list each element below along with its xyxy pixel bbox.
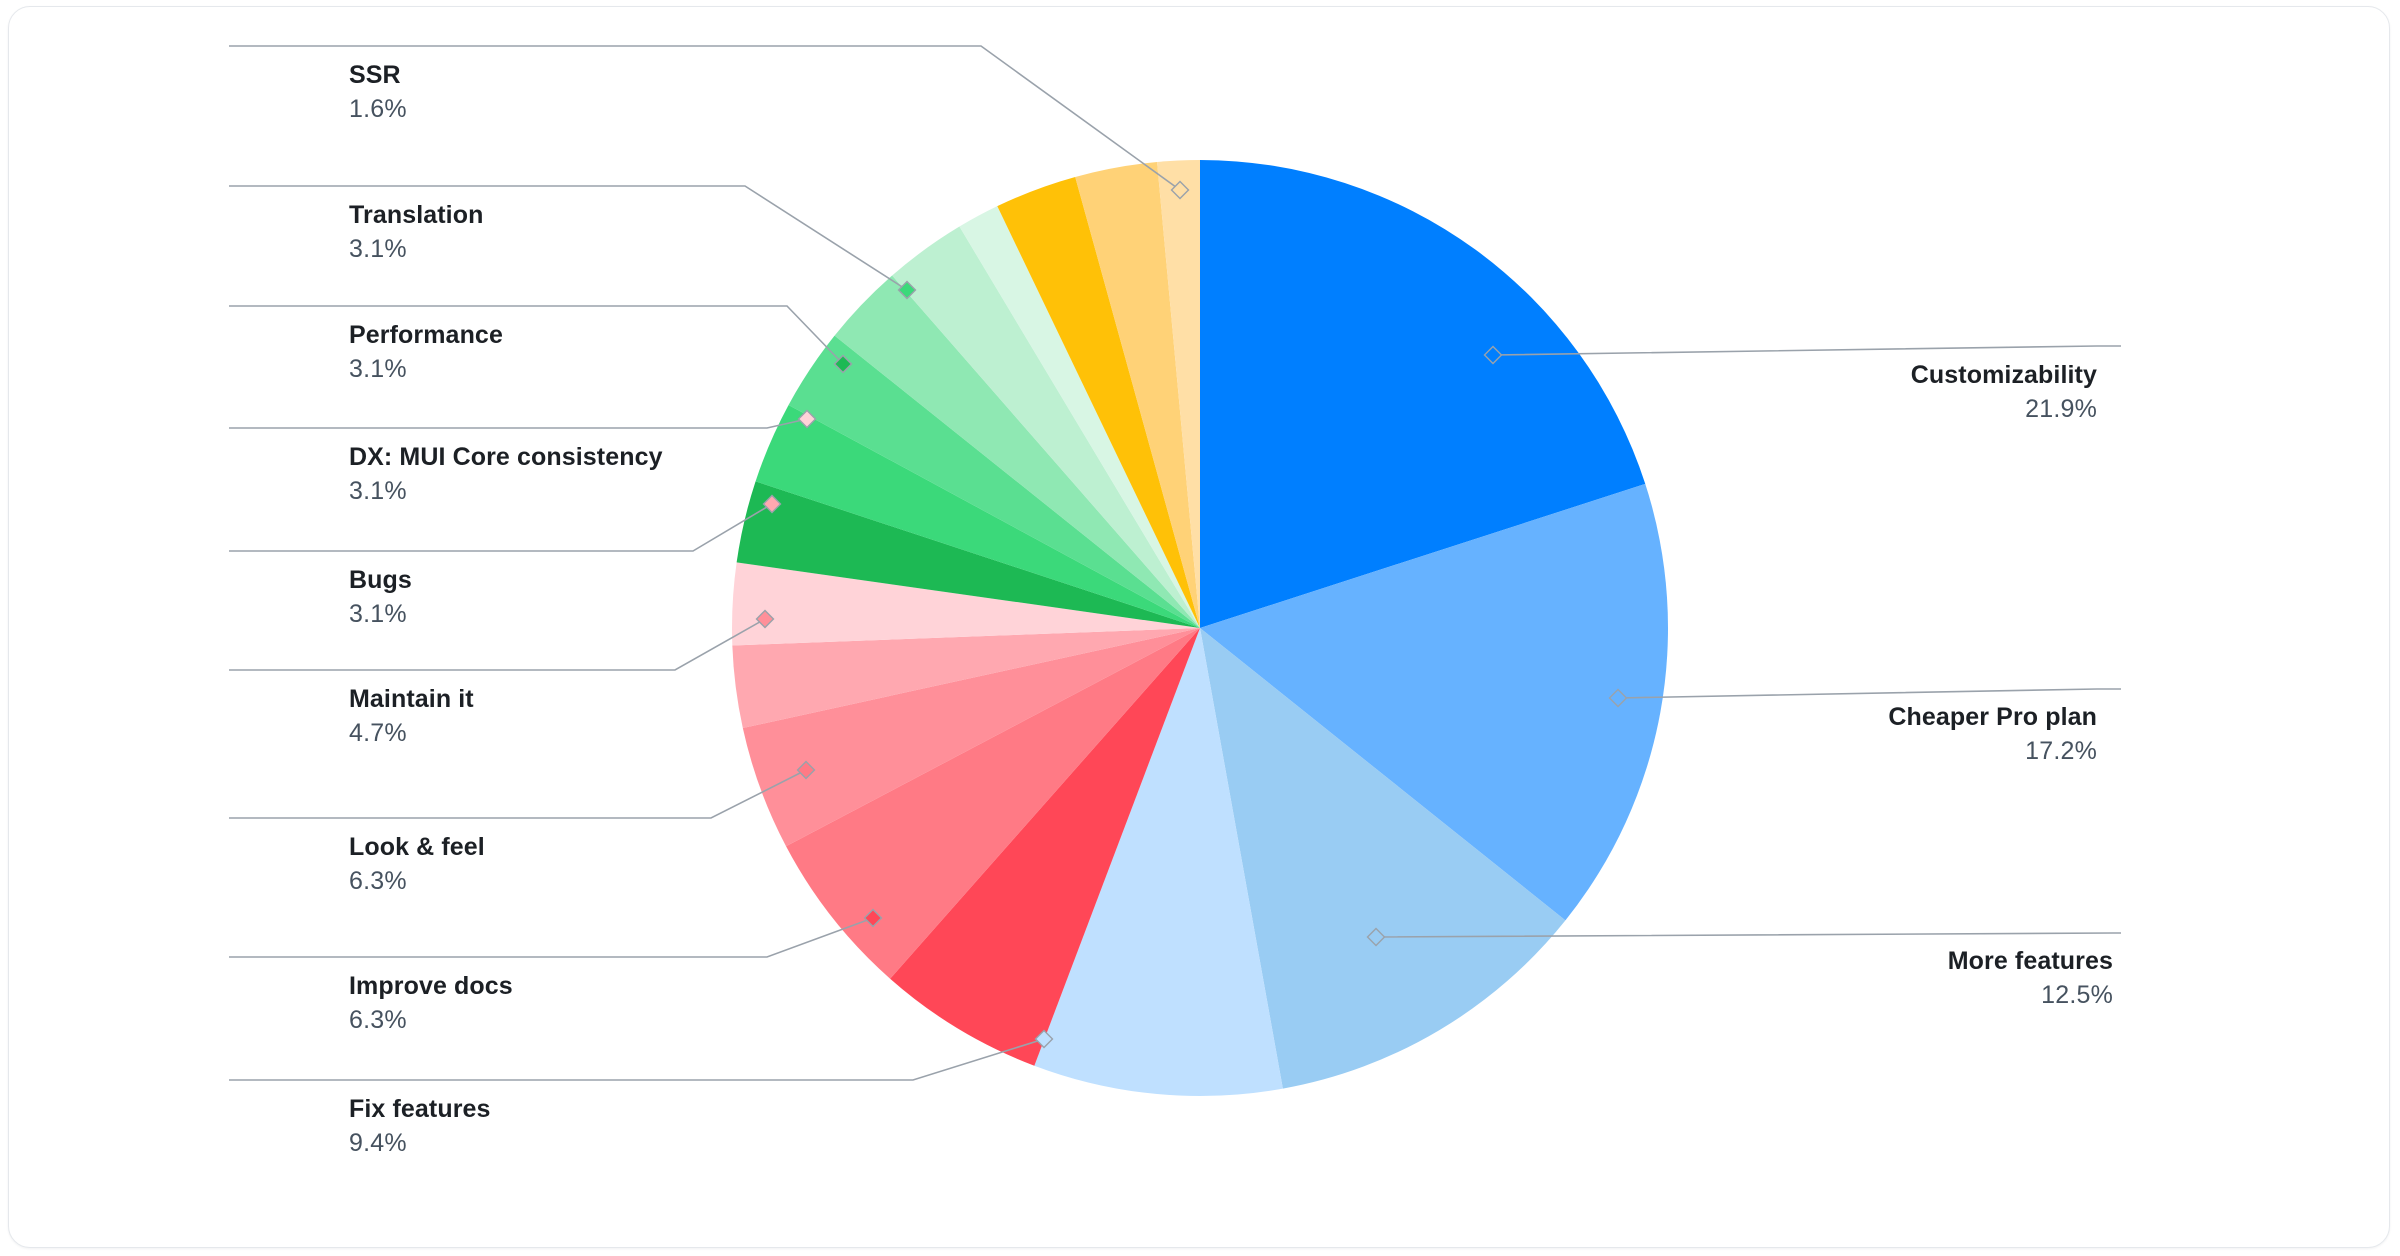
leader-line: [229, 503, 773, 552]
pie-slice[interactable]: [788, 335, 1200, 628]
pie-slice[interactable]: [736, 481, 1200, 628]
leader-marker: [1483, 345, 1503, 365]
leader-line: [1617, 688, 2121, 699]
leader-marker: [755, 609, 775, 629]
pie-slice[interactable]: [786, 628, 1200, 979]
pie-label-percent: 6.3%: [349, 1006, 407, 1034]
chart-card: Customizability 21.9% Cheaper Pro plan 17.2…: [8, 6, 2390, 1248]
leader-line: [229, 185, 908, 291]
pie-label-percent: 3.1%: [349, 235, 407, 263]
pie-label[interactable]: Performance 3.1%: [349, 319, 503, 389]
pie-label[interactable]: Translation 3.1%: [349, 199, 483, 269]
pie-slice[interactable]: [1200, 628, 1566, 1089]
pie-label-name: Customizability: [1910, 361, 2097, 389]
pie-slice[interactable]: [1200, 483, 1669, 921]
leader-line: [229, 769, 807, 819]
pie-label-percent: 4.7%: [349, 719, 407, 747]
leader-line: [229, 45, 1181, 191]
pie-label[interactable]: Customizability 21.9%: [9, 359, 2097, 429]
pie-slice[interactable]: [1075, 161, 1200, 628]
leader-line: [229, 1038, 1045, 1081]
leader-line: [229, 917, 874, 958]
pie-label-name: SSR: [349, 61, 401, 89]
pie-label[interactable]: More features 12.5%: [9, 945, 2113, 1015]
leader-marker: [797, 409, 817, 429]
pie-slice[interactable]: [959, 206, 1200, 628]
leader-marker: [1608, 688, 1628, 708]
pie-slice[interactable]: [892, 226, 1200, 628]
pie-label-percent: 3.1%: [349, 355, 407, 383]
pie-label-percent: 3.1%: [349, 600, 407, 628]
leader-line: [1492, 345, 2121, 356]
pie-label[interactable]: Look & feel 6.3%: [349, 831, 485, 901]
pie-slice[interactable]: [997, 176, 1200, 628]
leader-marker: [897, 280, 917, 300]
leader-marker: [796, 760, 816, 780]
pie-label[interactable]: Fix features 9.4%: [349, 1093, 491, 1163]
pie-label-name: Performance: [349, 321, 503, 349]
pie-label[interactable]: Bugs 3.1%: [349, 564, 412, 634]
leader-marker: [1366, 927, 1386, 947]
pie-slice[interactable]: [1157, 160, 1200, 628]
pie-chart-svg: [229, 45, 2121, 1096]
pie-label-percent: 9.4%: [349, 1129, 407, 1157]
pie-slice[interactable]: [834, 275, 1200, 628]
leader-line: [229, 418, 808, 429]
pie-label-percent: 6.3%: [349, 867, 407, 895]
pie-slice[interactable]: [732, 628, 1200, 729]
leader-marker: [762, 494, 782, 514]
pie-slice[interactable]: [1200, 160, 1646, 628]
pie-label[interactable]: SSR 1.6%: [349, 59, 407, 129]
pie-label-percent: 1.6%: [349, 95, 407, 123]
pie-slice[interactable]: [1034, 628, 1283, 1096]
pie-label-name: Bugs: [349, 566, 412, 594]
leader-line: [1375, 932, 2121, 938]
pie-label-percent: 17.2%: [2025, 737, 2097, 765]
pie-label-name: Improve docs: [349, 972, 513, 1000]
pie-label-percent: 3.1%: [349, 477, 407, 505]
pie-label[interactable]: DX: MUI Core consistency 3.1%: [349, 441, 663, 511]
leader-line: [229, 305, 844, 365]
pie-label-percent: 12.5%: [2041, 981, 2113, 1009]
leader-marker: [1170, 180, 1190, 200]
pie-slice[interactable]: [890, 628, 1200, 1066]
pie-label-name: Translation: [349, 201, 484, 229]
pie-label[interactable]: Cheaper Pro plan 17.2%: [9, 701, 2097, 771]
pie-label-percent: 21.9%: [2025, 395, 2097, 423]
leader-marker: [863, 908, 883, 928]
pie-label-name: Fix features: [349, 1095, 491, 1123]
leader-marker: [1034, 1029, 1054, 1049]
leader-line: [229, 618, 766, 671]
pie-label[interactable]: Improve docs 6.3%: [349, 970, 513, 1040]
pie-label-name: Maintain it: [349, 685, 474, 713]
pie-slice[interactable]: [742, 628, 1200, 847]
pie-label[interactable]: Maintain it 4.7%: [349, 683, 474, 753]
pie-slice[interactable]: [732, 562, 1200, 646]
leader-marker: [833, 354, 853, 374]
pie-label-name: Cheaper Pro plan: [1888, 703, 2097, 731]
pie-label-name: More features: [1947, 947, 2113, 975]
pie-chart: Customizability 21.9% Cheaper Pro plan 17.2…: [9, 7, 2389, 1247]
pie-label-name: Look & feel: [349, 833, 485, 861]
pie-label-name: DX: MUI Core consistency: [349, 443, 663, 471]
pie-slice[interactable]: [755, 404, 1200, 628]
